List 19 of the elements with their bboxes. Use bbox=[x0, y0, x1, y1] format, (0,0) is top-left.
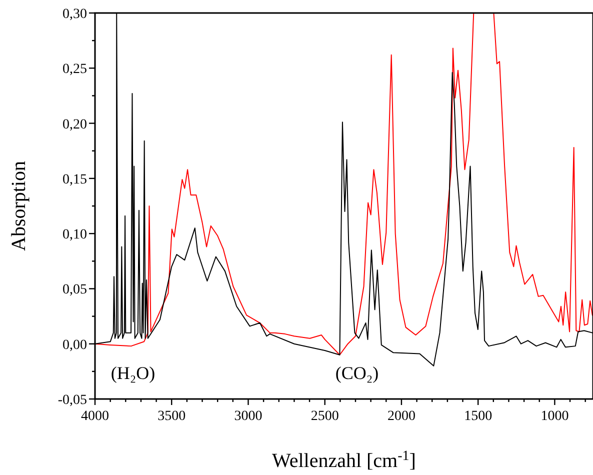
x-tick-label: 3500 bbox=[158, 409, 186, 424]
y-tick-label: 0,05 bbox=[62, 282, 87, 298]
y-tick-label: 0,30 bbox=[62, 7, 87, 22]
y-tick-label: 0,15 bbox=[62, 172, 87, 188]
x-tick-label: 1000 bbox=[540, 409, 569, 424]
x-tick-label: 2500 bbox=[310, 409, 339, 424]
annotation: (H₂O) bbox=[110, 363, 156, 383]
x-tick-label: 1500 bbox=[464, 409, 492, 424]
y-tick-label: 0,10 bbox=[62, 228, 87, 243]
y-tick-label: -0,05 bbox=[58, 393, 87, 408]
x-axis-title: Wellenzahl [cm$^{-1}$] bbox=[272, 448, 416, 472]
annotation: (CO₂) bbox=[335, 363, 379, 383]
y-tick-label: 0,20 bbox=[62, 117, 87, 132]
y-axis-title: Absorption bbox=[8, 161, 30, 251]
y-tick-label: 0,25 bbox=[62, 62, 87, 78]
x-tick-label: 3000 bbox=[234, 409, 262, 424]
x-tick-label: 2000 bbox=[387, 409, 416, 424]
y-tick-label: 0,00 bbox=[62, 338, 87, 353]
x-tick-label: 4000 bbox=[81, 409, 109, 424]
